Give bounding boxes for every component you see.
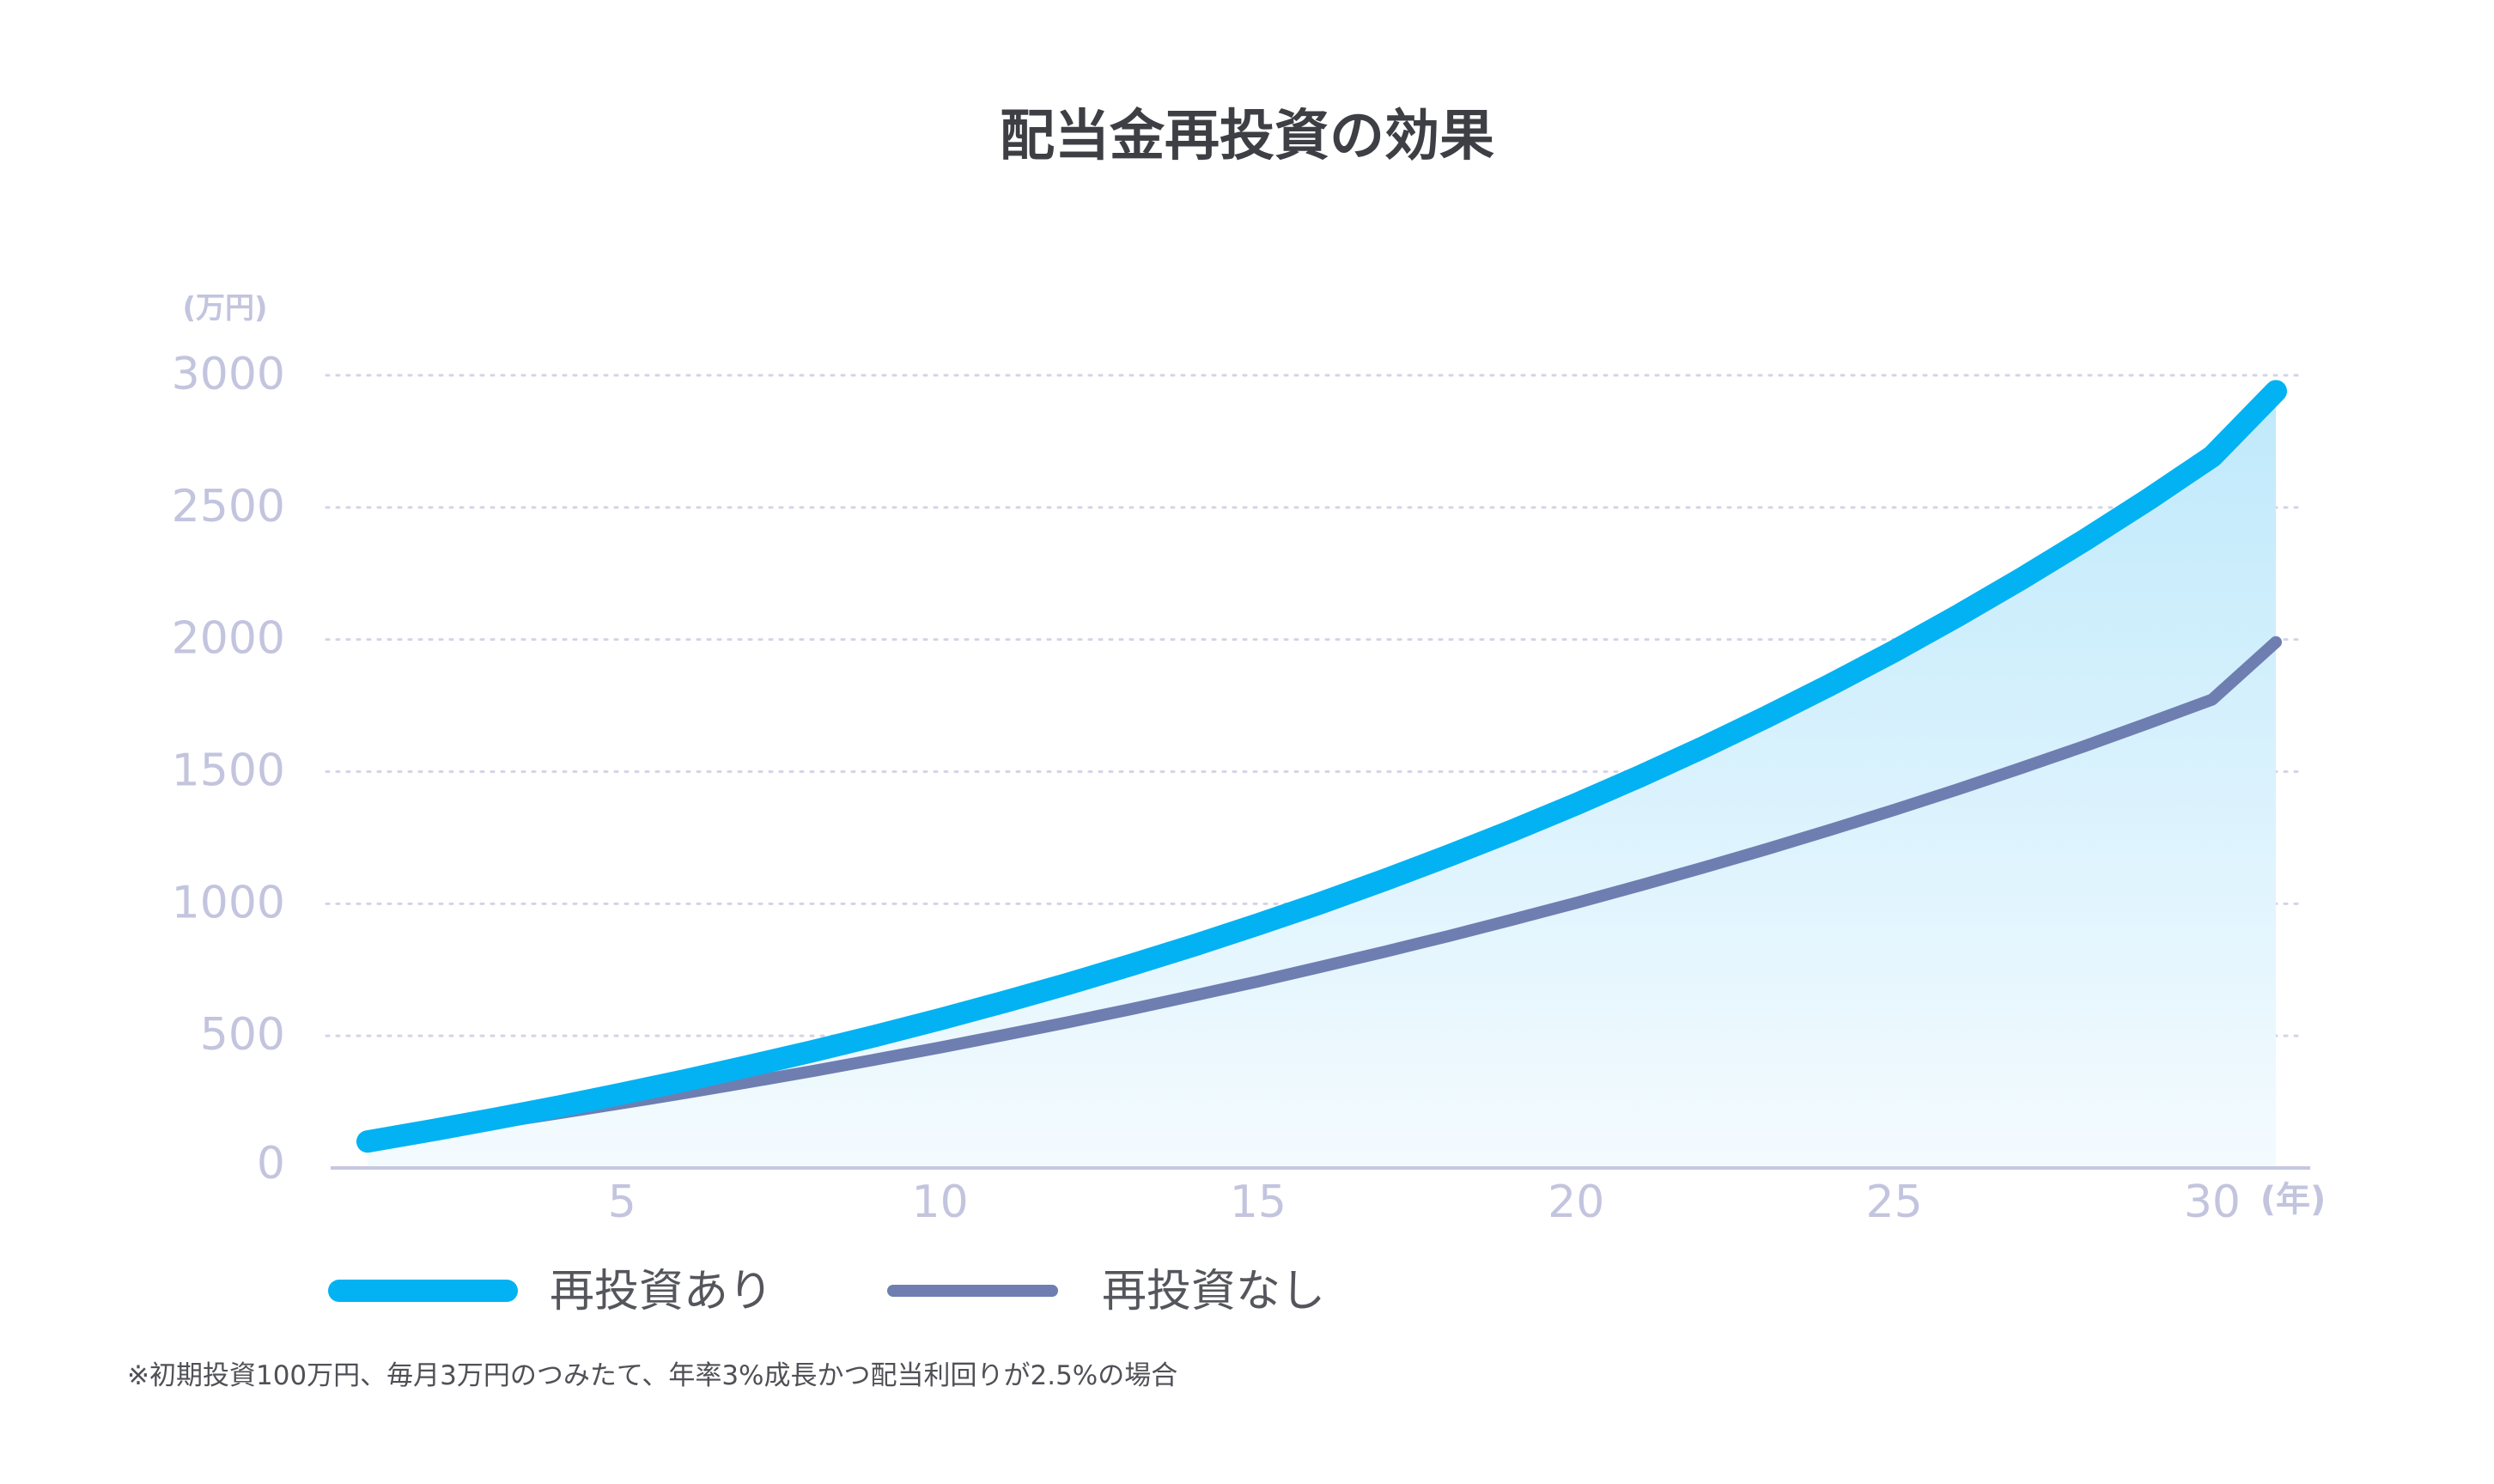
y-tick-label: 3000 [172, 349, 285, 400]
x-tick-label: 20 [1548, 1177, 1604, 1228]
y-tick-label: 0 [257, 1138, 285, 1189]
x-tick-label: 25 [1866, 1177, 1923, 1228]
y-tick-label: 1000 [172, 877, 285, 928]
x-tick-label: 5 [608, 1177, 636, 1228]
chart-title: 配当金再投資の効果 [1000, 105, 1494, 168]
legend-label: 再投資あり [550, 1266, 773, 1317]
series-lines [356, 380, 2287, 1153]
x-tick-label: 30 [2184, 1177, 2241, 1228]
x-axis-unit-label: (年) [2260, 1180, 2327, 1219]
area-fill-between-series [368, 391, 2276, 1169]
legend-label: 再投資なし [1102, 1266, 1325, 1317]
y-tick-label: 500 [200, 1009, 285, 1061]
legend: 再投資あり 再投資なし [328, 1266, 1325, 1317]
x-tick-label: 10 [912, 1177, 969, 1228]
y-tick-label: 1500 [172, 745, 285, 797]
y-tick-label: 2000 [172, 613, 285, 665]
legend-item: 再投資あり [328, 1266, 773, 1317]
series-line-reinvest [356, 380, 2287, 1153]
x-tick-labels: 5 10 15 20 25 30 [608, 1177, 2241, 1228]
y-tick-labels: 0 500 1000 1500 2000 2500 3000 [172, 349, 285, 1189]
x-tick-label: 15 [1230, 1177, 1287, 1228]
y-tick-label: 2500 [172, 481, 285, 532]
grid-lines [325, 374, 2303, 1037]
y-axis-unit-label: (万円) [182, 291, 267, 325]
legend-item: 再投資なし [887, 1266, 1325, 1317]
series-line-no-reinvest [362, 636, 2282, 1148]
footnote: ※初期投資100万円、毎月3万円のつみたて、年率3%成長かつ配当利回りが2.5%… [127, 1360, 1177, 1391]
